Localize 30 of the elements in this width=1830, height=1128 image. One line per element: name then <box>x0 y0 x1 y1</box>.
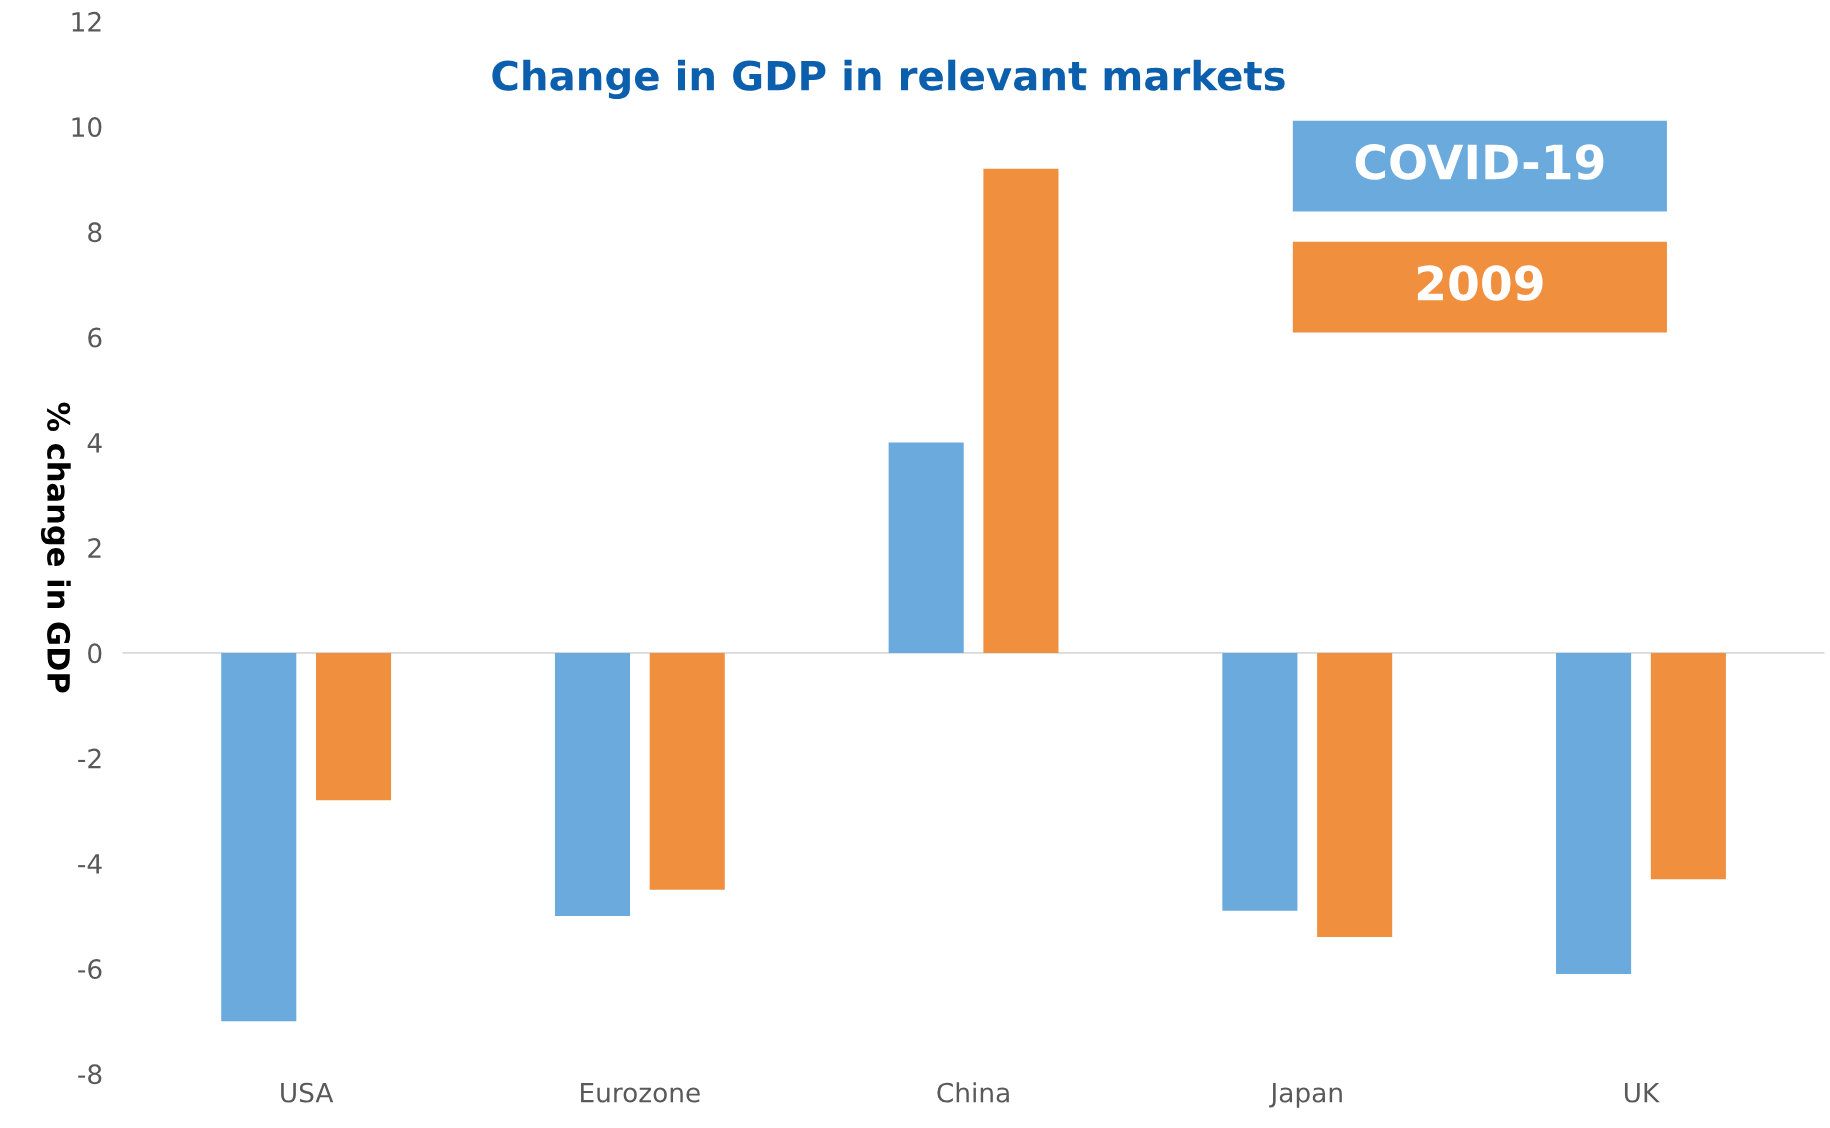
bar <box>1556 652 1632 974</box>
y-tick-label: -2 <box>78 748 101 769</box>
bar <box>1317 652 1393 938</box>
bar <box>1650 652 1726 880</box>
x-tick-label: USA <box>281 1082 334 1103</box>
y-tick-label: -4 <box>78 854 102 874</box>
y-tick-label: 2 <box>88 538 101 558</box>
bar <box>983 168 1059 653</box>
y-tick-label: 8 <box>88 222 102 243</box>
y-tick-label: 0 <box>88 643 102 664</box>
bar <box>554 652 631 916</box>
bar <box>1222 652 1298 911</box>
y-tick-label: 4 <box>87 433 102 453</box>
text: Change in GDP in relevant markets <box>492 59 1285 99</box>
bar <box>315 652 392 801</box>
y-tick-label: 10 <box>72 117 102 138</box>
text: 2009 <box>1417 265 1543 301</box>
y-tick-label: 12 <box>72 11 101 32</box>
bar <box>888 442 964 653</box>
x-tick-label: UK <box>1624 1083 1660 1103</box>
y-tick-label: -6 <box>78 959 102 980</box>
y-tick-label: 6 <box>88 327 102 348</box>
text: COVID-19 <box>1355 144 1604 180</box>
x-tick-label: China <box>937 1082 1009 1103</box>
bar <box>221 652 297 1022</box>
y-axis-title: % change in GDP <box>40 402 71 693</box>
x-tick-label: Japan <box>1269 1083 1342 1108</box>
x-tick-label: Eurozone <box>581 1083 700 1103</box>
y-tick-label: -8 <box>78 1064 102 1085</box>
bar <box>649 652 725 890</box>
